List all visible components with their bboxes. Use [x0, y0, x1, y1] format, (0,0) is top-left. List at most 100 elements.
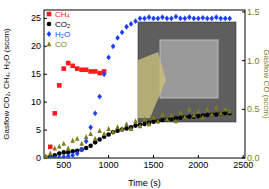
y2-axis-label: Gasflow CO (sccm): [262, 49, 269, 119]
data-point: [124, 24, 129, 30]
data-point: [57, 144, 62, 149]
data-point: [75, 136, 80, 141]
data-point: [97, 137, 102, 142]
data-point: [84, 138, 89, 144]
data-point: [44, 153, 48, 158]
data-point: [66, 146, 71, 151]
data-point: [133, 18, 138, 24]
y-tick-label: 5: [36, 125, 41, 135]
data-point: [93, 110, 98, 116]
chart: 500100015002000250005101520250.00.51.01.…: [0, 0, 269, 189]
data-point: [52, 146, 57, 151]
data-point: [165, 15, 170, 21]
data-point: [223, 15, 228, 21]
data-point: [178, 110, 183, 115]
data-point: [160, 111, 165, 116]
data-point: [169, 112, 174, 117]
data-point: [156, 118, 161, 123]
data-point: [129, 126, 134, 131]
legend-label: CO: [55, 40, 67, 49]
data-point: [88, 131, 93, 136]
x-tick: [198, 155, 199, 158]
x-tick-label: 2000: [188, 160, 208, 170]
x-tick: [153, 155, 154, 158]
data-point: [187, 114, 192, 119]
legend-label: CH₄: [55, 10, 70, 19]
data-point: [111, 129, 116, 134]
data-point: [218, 15, 223, 21]
data-point: [70, 64, 75, 69]
y-tick-label: 20: [31, 41, 41, 51]
data-point: [196, 109, 201, 114]
legend-marker: [47, 22, 52, 27]
data-point: [124, 126, 129, 131]
data-point: [169, 15, 174, 21]
data-point: [84, 134, 89, 139]
data-point: [214, 105, 219, 110]
x-tick-label: 500: [56, 160, 71, 170]
x-tick-label: 1500: [143, 160, 163, 170]
y-tick: [44, 46, 47, 47]
y-tick-label: 25: [31, 13, 41, 23]
data-point: [205, 107, 210, 112]
data-point: [201, 114, 206, 119]
legend-marker: [47, 12, 52, 17]
data-point: [79, 141, 84, 146]
data-point: [147, 14, 152, 20]
y2-tick-label: 1.0: [247, 56, 260, 66]
data-point: [205, 113, 210, 118]
legend-marker: [47, 41, 52, 46]
y-tick: [44, 74, 47, 75]
data-point: [133, 118, 138, 123]
data-point: [196, 15, 201, 21]
data-point: [106, 132, 111, 137]
data-point: [79, 147, 84, 152]
data-point: [160, 118, 165, 123]
data-point: [156, 15, 161, 21]
y2-tick: [242, 109, 245, 110]
data-point: [102, 131, 107, 136]
data-point: [79, 67, 84, 72]
y2-tick-label: 0.0: [247, 153, 260, 163]
data-point: [61, 141, 66, 146]
y-tick: [44, 102, 47, 103]
y-tick: [44, 18, 47, 19]
y-tick: [44, 130, 47, 131]
data-point: [70, 152, 75, 158]
y2-tick-label: 0.5: [247, 104, 260, 114]
data-point: [183, 15, 188, 21]
data-point: [227, 109, 232, 114]
data-point: [52, 155, 57, 158]
data-point: [165, 116, 170, 121]
data-point: [88, 69, 93, 74]
data-point: [120, 29, 125, 35]
data-point: [187, 107, 192, 112]
legend-label: CO₂: [55, 20, 70, 29]
data-point: [93, 136, 98, 141]
data-point: [93, 69, 98, 74]
data-point: [97, 71, 102, 76]
data-point: [84, 67, 89, 72]
data-point: [192, 112, 197, 117]
inset-background: [138, 22, 236, 122]
data-point: [138, 15, 143, 21]
data-point: [174, 118, 179, 123]
data-point: [133, 123, 138, 128]
data-point: [66, 153, 71, 158]
data-point: [106, 126, 111, 131]
data-point: [97, 128, 102, 133]
data-point: [151, 119, 156, 124]
data-point: [111, 130, 116, 135]
data-point: [115, 35, 120, 41]
data-point: [142, 116, 147, 121]
data-point: [102, 71, 107, 77]
data-point: [129, 21, 134, 27]
data-point: [138, 123, 143, 128]
data-point: [151, 114, 156, 119]
data-point: [66, 61, 71, 66]
y2-tick: [242, 11, 245, 12]
legend-marker: [47, 31, 52, 37]
data-point: [151, 15, 156, 21]
y-tick-label: 10: [31, 97, 41, 107]
data-point: [88, 124, 93, 130]
